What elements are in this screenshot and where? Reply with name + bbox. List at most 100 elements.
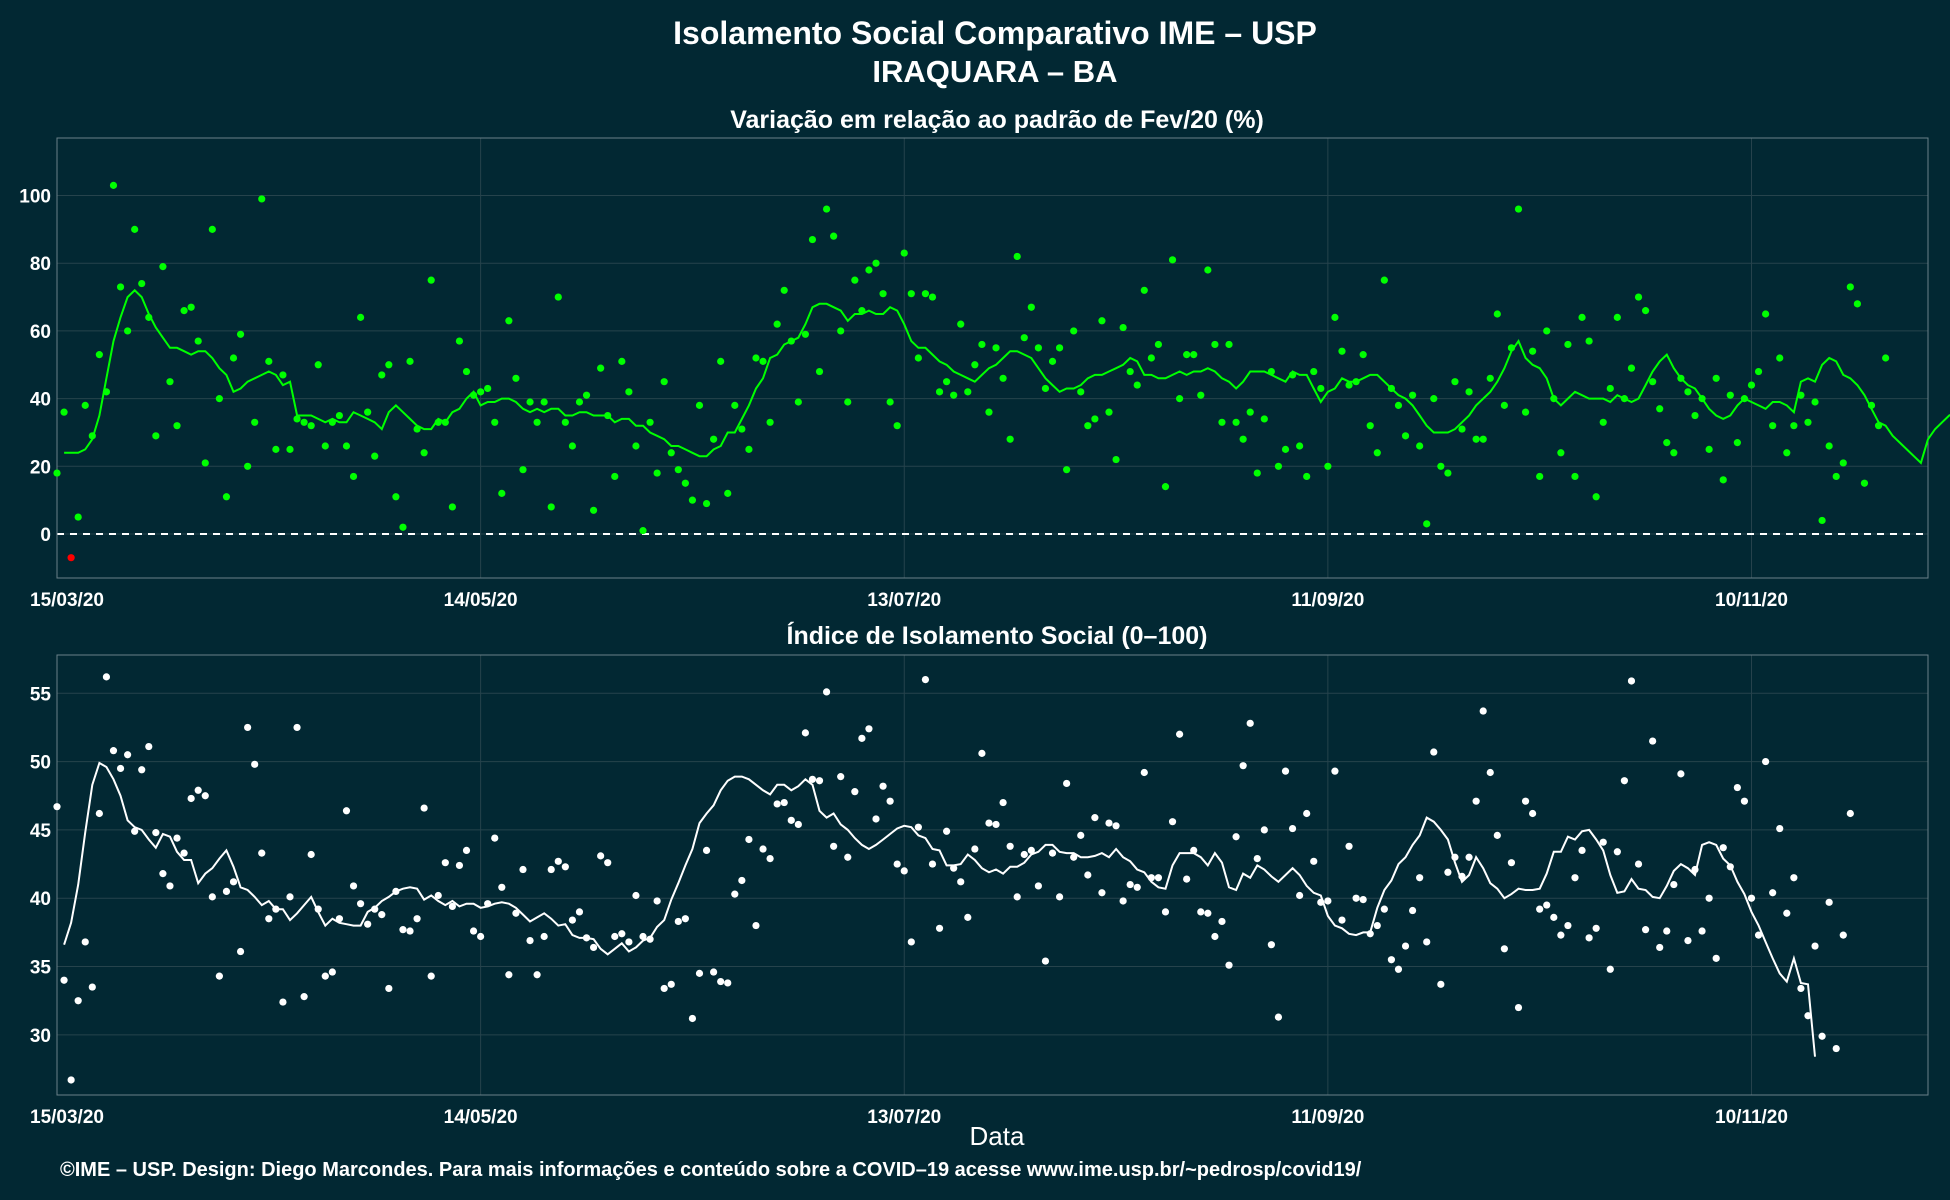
variation-data-point (1564, 340, 1572, 349)
index-x-tick-label: 10/11/20 (1715, 1107, 1788, 1128)
index-data-point (1444, 868, 1452, 876)
variation-data-point (335, 411, 344, 420)
index-data-point (589, 943, 598, 952)
variation-data-point (371, 452, 379, 460)
index-data-point (688, 1014, 697, 1023)
variation-data-point (787, 337, 795, 345)
variation-data-point (1839, 459, 1847, 467)
index-data-point (1797, 984, 1805, 993)
index-data-point (554, 857, 562, 865)
index-data-point (1380, 905, 1388, 913)
index-data-point (441, 859, 449, 867)
index-data-point (173, 834, 181, 842)
index-data-point (632, 891, 640, 900)
variation-data-point (131, 225, 139, 233)
variation-data-point (399, 523, 407, 531)
index-data-point (724, 979, 732, 987)
variation-data-point (1832, 472, 1840, 481)
index-data-point (900, 867, 908, 875)
variation-data-point (462, 367, 471, 376)
index-data-point (575, 908, 584, 916)
index-data-point (1027, 846, 1035, 855)
variation-data-point (837, 327, 845, 335)
variation-y-tick-label: 100 (19, 187, 51, 208)
index-data-point (1324, 897, 1332, 905)
index-data-point (406, 927, 414, 935)
variation-data-point (1260, 415, 1268, 423)
index-data-point (1804, 1012, 1812, 1020)
variation-data-point (321, 442, 329, 450)
variation-data-point (1401, 432, 1410, 440)
index-data-point (1218, 917, 1226, 926)
variation-data-point (1818, 516, 1826, 525)
variation-data-point (279, 371, 287, 379)
variation-x-tick-label: 13/07/20 (867, 590, 941, 611)
index-data-point (1006, 842, 1014, 850)
variation-x-tick-label: 15/03/20 (30, 590, 104, 611)
index-data-point (568, 916, 577, 924)
index-data-point (251, 760, 259, 768)
index-data-point (1571, 874, 1579, 882)
index-data-point (1317, 898, 1325, 906)
index-data-point (1310, 857, 1318, 865)
variation-data-point (1218, 418, 1226, 426)
variation-data-point (1063, 466, 1071, 474)
index-data-point (81, 938, 89, 946)
index-data-point (964, 913, 972, 921)
index-data-point (1168, 818, 1177, 826)
variation-data-point (392, 493, 400, 501)
variation-data-point (124, 327, 132, 335)
variation-data-point (822, 205, 831, 213)
variation-data-point (1769, 422, 1777, 430)
index-data-point (505, 971, 513, 979)
variation-data-point (999, 374, 1007, 382)
index-data-point (561, 863, 569, 871)
variation-data-point (1232, 418, 1240, 426)
variation-data-point (914, 354, 922, 362)
variation-data-point (53, 469, 61, 477)
variation-data-point (1006, 435, 1014, 443)
variation-data-point (1656, 405, 1664, 413)
variation-y-tick-label: 0 (40, 525, 51, 546)
index-y-tick-label: 30 (30, 1026, 51, 1047)
variation-data-point (1733, 439, 1741, 447)
variation-data-point (1550, 395, 1558, 403)
index-data-point (702, 846, 711, 855)
index-data-point (921, 675, 930, 684)
variation-data-point (589, 506, 598, 514)
index-data-point (695, 969, 704, 977)
variation-data-point (1303, 472, 1311, 481)
index-data-point (1514, 1003, 1523, 1012)
variation-data-point (1394, 401, 1403, 409)
index-data-point (258, 849, 266, 857)
index-data-point (1084, 871, 1092, 879)
variation-data-point (505, 317, 513, 325)
variation-data-point (1183, 351, 1191, 359)
variation-data-point (1867, 401, 1876, 409)
variation-data-point (265, 357, 273, 365)
variation-data-point (702, 499, 711, 508)
index-data-point (879, 782, 887, 790)
variation-data-point (1091, 415, 1099, 423)
index-data-point (1119, 897, 1127, 905)
index-data-point (759, 845, 767, 853)
variation-data-point (215, 395, 223, 403)
index-data-point (540, 932, 548, 941)
index-data-point (1239, 762, 1247, 770)
index-data-point (1041, 957, 1050, 965)
index-data-point (547, 865, 555, 874)
index-data-point (519, 865, 527, 874)
variation-data-point (604, 411, 612, 420)
variation-data-point (1684, 388, 1692, 396)
index-data-point (166, 882, 174, 890)
variation-data-point (808, 235, 817, 244)
index-data-point (1274, 1013, 1283, 1021)
variation-data-point (1387, 384, 1396, 393)
index-y-tick-label: 45 (30, 821, 52, 842)
index-data-point (731, 890, 739, 898)
variation-data-point (1712, 374, 1720, 382)
index-data-point (1197, 908, 1205, 916)
index-data-point (639, 932, 647, 941)
panel-top-variation: 0 20 40 60 80 100 15/03/20 14/05/20 13/07/20 11/0… (19, 137, 1950, 611)
